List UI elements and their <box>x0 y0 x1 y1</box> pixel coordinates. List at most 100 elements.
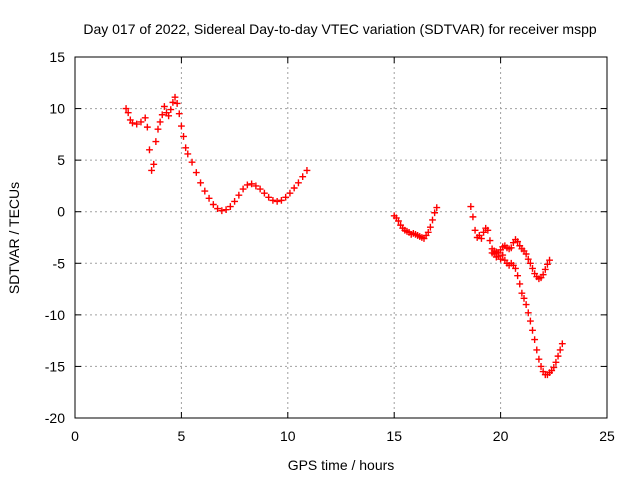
data-point <box>426 223 434 231</box>
data-point <box>484 226 492 234</box>
data-point <box>507 244 515 252</box>
data-point <box>469 213 477 221</box>
data-point <box>539 271 547 279</box>
data-point <box>520 294 528 302</box>
data-point <box>129 119 136 127</box>
y-tick-label: -10 <box>45 307 65 323</box>
chart-title: Day 017 of 2022, Sidereal Day-to-day VTE… <box>83 21 596 37</box>
data-point <box>192 169 200 176</box>
data-series-1 <box>122 93 311 215</box>
data-point <box>141 114 149 122</box>
data-series-3 <box>467 203 566 379</box>
data-point <box>424 228 432 236</box>
data-point <box>546 256 553 264</box>
data-point <box>556 346 564 354</box>
y-tick-label: 10 <box>49 101 65 117</box>
data-point <box>429 216 436 224</box>
data-point <box>522 301 530 308</box>
data-point <box>173 100 181 107</box>
data-point <box>486 237 494 244</box>
data-point <box>524 255 532 263</box>
data-point <box>531 336 539 344</box>
data-point <box>295 179 302 187</box>
data-point <box>278 196 285 204</box>
data-point <box>273 198 281 205</box>
data-point <box>143 123 151 131</box>
data-point <box>178 122 185 130</box>
data-point <box>282 193 290 201</box>
data-point <box>197 179 204 187</box>
data-point <box>514 238 522 246</box>
data-point <box>184 150 192 158</box>
x-tick-label: 25 <box>599 428 615 444</box>
x-tick-label: 20 <box>493 428 509 444</box>
data-point <box>552 358 560 366</box>
data-point <box>214 205 221 213</box>
y-tick-label: 0 <box>57 204 65 220</box>
data-point <box>160 103 168 110</box>
data-point <box>201 187 209 195</box>
data-point <box>290 184 298 192</box>
data-point <box>252 182 260 190</box>
y-tick-label: 15 <box>49 49 65 65</box>
data-point <box>431 209 439 217</box>
data-point <box>299 173 307 181</box>
data-point <box>222 206 230 214</box>
data-point <box>533 346 541 354</box>
data-point <box>514 272 522 280</box>
x-tick-label: 15 <box>386 428 402 444</box>
data-point <box>529 265 536 272</box>
data-point <box>522 250 530 258</box>
data-point <box>558 340 566 348</box>
data-series-2 <box>390 204 441 242</box>
data-point <box>226 203 234 210</box>
data-point <box>124 109 132 117</box>
data-point <box>256 185 264 193</box>
data-point <box>544 260 551 268</box>
data-point <box>150 160 158 168</box>
data-point <box>535 355 543 363</box>
data-point <box>269 196 277 204</box>
data-point <box>188 158 196 166</box>
data-series-layer <box>122 93 566 379</box>
data-point <box>171 93 179 101</box>
data-point <box>180 133 187 140</box>
data-point <box>471 226 479 234</box>
data-point <box>526 259 534 267</box>
data-point <box>554 352 562 360</box>
x-tick-label: 5 <box>178 428 186 444</box>
data-point <box>148 167 156 174</box>
data-point <box>156 118 164 126</box>
data-point <box>512 265 519 272</box>
data-point <box>537 363 545 370</box>
y-tick-label: -5 <box>53 255 66 271</box>
data-point <box>182 144 190 152</box>
data-point <box>205 194 213 202</box>
axis-ticks: 0 5 10 15 20 25 15 10 5 0 -5 -10 -15 -20 <box>45 49 615 444</box>
y-tick-label: -20 <box>45 410 65 426</box>
data-point <box>235 191 243 199</box>
data-point <box>167 106 175 114</box>
data-point <box>239 185 247 193</box>
data-point <box>478 235 485 242</box>
data-point <box>395 217 402 225</box>
data-point <box>480 228 487 236</box>
data-point <box>265 193 273 201</box>
data-point <box>137 118 145 126</box>
x-tick-label: 0 <box>71 428 79 444</box>
data-point <box>231 198 238 205</box>
data-point <box>433 204 441 211</box>
data-point <box>541 266 549 273</box>
data-point <box>146 146 153 154</box>
data-point <box>499 251 507 259</box>
x-axis-label: GPS time / hours <box>288 457 395 473</box>
data-point <box>152 138 160 145</box>
data-point <box>165 112 173 120</box>
data-point <box>529 326 536 334</box>
x-tick-label: 10 <box>280 428 296 444</box>
y-tick-label: -15 <box>45 358 65 374</box>
data-point <box>524 309 532 317</box>
data-point <box>516 280 524 288</box>
